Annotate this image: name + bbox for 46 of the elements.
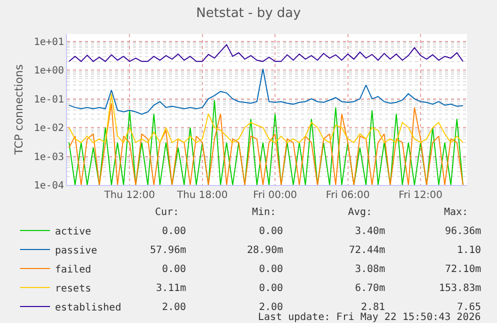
y-tick-label: 1e+00 xyxy=(34,66,64,77)
line-series xyxy=(68,68,464,115)
text: 0.00 xyxy=(162,226,186,237)
x-tick-label: Fri 00:00 xyxy=(253,190,298,201)
x-tick-label: Fri 06:00 xyxy=(326,190,370,201)
line-series xyxy=(68,44,464,62)
text: 3.11m xyxy=(156,283,186,294)
line-series xyxy=(68,93,464,144)
chart-title: Netstat - by day xyxy=(196,6,302,22)
text: 1.10 xyxy=(457,245,482,256)
legend-label: active xyxy=(55,226,92,238)
x-tick-label: Thu 18:00 xyxy=(176,190,228,201)
text: 72.10m xyxy=(445,264,482,275)
text: 2.81 xyxy=(361,302,386,313)
text: 7.65 xyxy=(457,302,482,313)
text: 3.40m xyxy=(355,226,386,237)
text: 96.36m xyxy=(445,226,482,237)
x-tick-label: Fri 12:00 xyxy=(398,190,442,201)
legend-label: established xyxy=(55,302,122,314)
text: Min: xyxy=(252,207,276,218)
text: 28.90m xyxy=(247,245,284,256)
text: 2.00 xyxy=(259,302,284,313)
y-tick-label: 1e+01 xyxy=(34,36,64,48)
y-tick-label: 1e-04 xyxy=(34,180,64,192)
text: 0.00 xyxy=(162,264,186,275)
legend-label: failed xyxy=(55,264,92,276)
y-tick-label: 1e-02 xyxy=(34,123,64,134)
text: Avg: xyxy=(348,207,372,218)
x-tick-label: Thu 12:00 xyxy=(103,190,156,201)
text: 72.44m xyxy=(349,245,386,256)
text: 6.70m xyxy=(355,283,386,294)
legend-label: passive xyxy=(55,245,98,256)
y-tick-label: 1e-03 xyxy=(34,152,64,163)
text: Max: xyxy=(444,207,468,218)
text: 0.00 xyxy=(259,264,284,275)
y-tick-label: 1e-01 xyxy=(34,94,64,106)
y-axis-title: TCP connections xyxy=(12,64,26,156)
text: 2.00 xyxy=(162,302,186,313)
text: 57.96m xyxy=(150,245,186,256)
legend-label: resets xyxy=(55,283,92,294)
text: Last update: Fri May 22 15:50:43 2026 xyxy=(258,312,481,323)
text: 153.83m xyxy=(439,283,482,294)
text: 0.00 xyxy=(259,226,284,237)
text: 3.08m xyxy=(355,264,386,275)
text: 0.00 xyxy=(259,283,284,294)
text: Cur: xyxy=(155,207,180,218)
